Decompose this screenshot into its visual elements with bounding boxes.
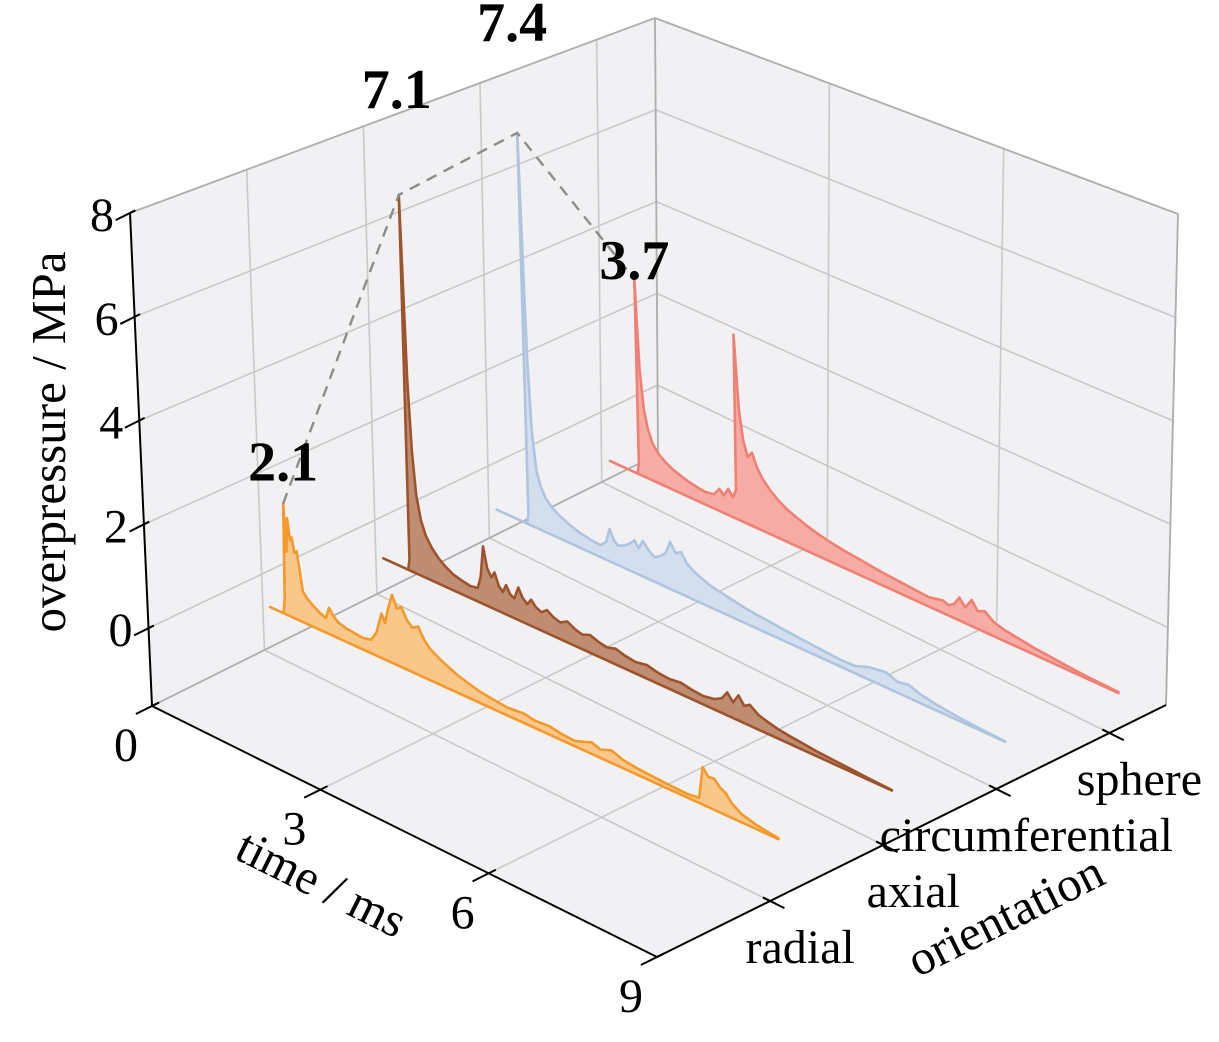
y-tick-label: radial xyxy=(745,921,854,974)
y-tick xyxy=(875,840,898,854)
grid-x xyxy=(488,620,998,875)
y-tick xyxy=(762,896,785,910)
pane-edge xyxy=(151,453,659,707)
x-tick xyxy=(640,952,665,966)
z-tick xyxy=(115,209,136,222)
grid-z xyxy=(148,384,658,629)
grid-z xyxy=(655,109,1176,319)
grid-x xyxy=(319,536,828,791)
z-tick-label: 2 xyxy=(104,500,128,553)
series-traces xyxy=(268,131,1120,841)
peak-annotation-radial: 2.1 xyxy=(248,431,318,493)
grid-z xyxy=(143,292,658,526)
x-tick-label: 0 xyxy=(114,719,138,772)
y-tick-label: circumferential xyxy=(880,809,1173,862)
z-tick-label: 8 xyxy=(90,189,114,242)
pane-edge xyxy=(1165,213,1179,706)
axes-tick-marks xyxy=(115,209,1125,966)
series-circumferential xyxy=(495,131,1007,744)
grid-z xyxy=(656,292,1171,525)
x-tick xyxy=(135,701,160,715)
z-tick xyxy=(119,313,141,325)
grid-y xyxy=(362,126,378,595)
y-axis-line xyxy=(656,704,1167,958)
peak-annotation-circumferential: 7.4 xyxy=(477,0,547,54)
grid-z xyxy=(138,200,657,422)
pane-back-wall xyxy=(655,18,1178,705)
grid-y xyxy=(601,481,1110,734)
x-axis-label: time / ms xyxy=(228,818,416,948)
x-tick-label: 9 xyxy=(619,970,643,1023)
peak-ridge-line xyxy=(282,131,636,504)
peak-annotation-axial: 7.1 xyxy=(362,59,432,121)
z-axis-line xyxy=(129,212,153,707)
grid-x xyxy=(995,148,1005,622)
series-axial xyxy=(382,193,894,792)
pane-left-wall xyxy=(130,18,658,706)
x-tick-label: 3 xyxy=(282,803,306,856)
pane-edge xyxy=(654,17,1179,215)
grid-y xyxy=(479,82,491,539)
grid-x xyxy=(826,83,831,538)
pane-edge xyxy=(129,17,656,214)
peak-annotations: 2.1 7.1 7.4 3.7 xyxy=(248,0,669,493)
z-tick xyxy=(129,520,150,533)
y-tick-label: axial xyxy=(867,865,960,918)
z-tick-label: 0 xyxy=(109,604,133,657)
peak-annotation-sphere: 3.7 xyxy=(599,230,669,292)
z-tick xyxy=(124,417,146,429)
pane-edge xyxy=(654,17,659,455)
grid-z xyxy=(657,384,1169,629)
x-tick-label: 6 xyxy=(451,886,475,939)
grid-z xyxy=(134,109,656,318)
z-tick-label: 4 xyxy=(99,397,123,450)
axes-edges xyxy=(129,17,1179,958)
y-tick xyxy=(988,784,1012,798)
y-tick-label: sphere xyxy=(1077,753,1202,806)
grid-y xyxy=(488,537,997,790)
grid-y xyxy=(595,39,603,483)
grid-y xyxy=(245,169,266,651)
x-tick xyxy=(303,785,328,799)
ridge-dashed-line xyxy=(282,131,636,504)
x-axis-line xyxy=(151,705,658,958)
z-tick-label: 6 xyxy=(95,293,119,346)
series-sphere xyxy=(608,277,1120,695)
z-axis-label: overpressure / MPa xyxy=(21,251,76,632)
z-tick xyxy=(133,624,155,637)
grid-y xyxy=(264,649,771,902)
grid-y xyxy=(376,593,884,846)
y-tick xyxy=(1101,728,1125,742)
grid-z xyxy=(655,200,1174,422)
x-tick xyxy=(472,868,497,883)
series-radial xyxy=(268,502,780,841)
